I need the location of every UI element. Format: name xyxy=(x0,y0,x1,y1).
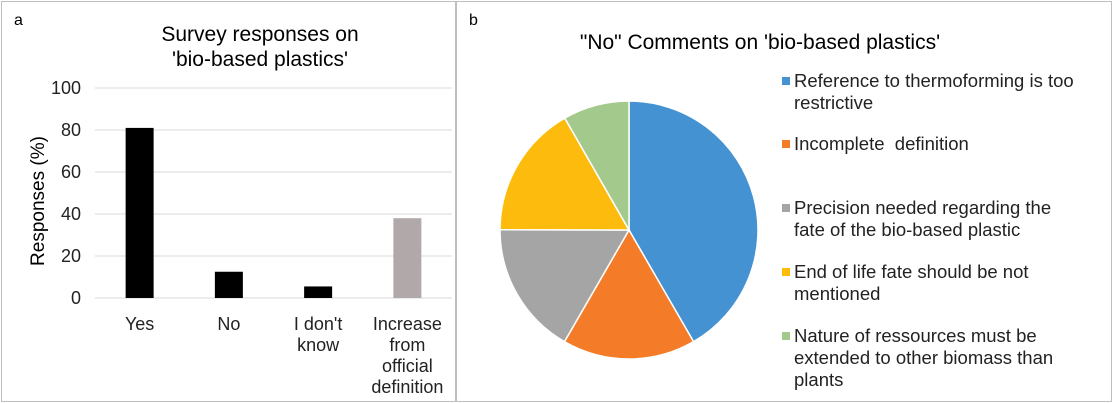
legend-label: plants xyxy=(794,369,844,390)
bar-x-tick-label: from xyxy=(389,335,425,355)
bar-y-tick-label: 100 xyxy=(51,78,81,98)
legend-swatch xyxy=(782,140,790,148)
bar-chart-title-line-2: 'bio-based plastics' xyxy=(171,48,349,71)
bar-0 xyxy=(125,127,154,299)
panel-a-label: a xyxy=(14,12,23,29)
bar-x-tick-label: Yes xyxy=(125,314,154,334)
pie-slice-0 xyxy=(628,100,759,343)
legend-label: Incomplete definition xyxy=(794,133,969,154)
panel-b-frame xyxy=(456,1,1112,402)
pie-slice-3 xyxy=(499,117,631,231)
bar-x-tick-label: official xyxy=(382,356,433,376)
legend-label: End of life fate should be not xyxy=(794,261,1029,282)
bar-3 xyxy=(393,218,422,298)
bar-y-tick-label: 40 xyxy=(61,204,81,224)
bar-x-tick-label: No xyxy=(217,314,240,334)
bar-gridlines xyxy=(95,87,452,299)
pie-chart-title: "No" Comments on 'bio-based plastics' xyxy=(579,31,941,54)
legend-label: Precision needed regarding the xyxy=(794,197,1052,218)
legend-swatch xyxy=(782,77,790,85)
bar-y-axis-label: Responses (%) xyxy=(28,136,49,266)
legend-label: restrictive xyxy=(794,92,874,113)
bar-marks xyxy=(125,127,422,299)
bar-y-tick-label: 60 xyxy=(61,162,81,182)
bar-1 xyxy=(214,271,243,298)
pie-slice-2 xyxy=(499,229,631,343)
legend-item: Reference to thermoforming is too restric… xyxy=(782,70,1109,114)
bar-y-tick-label: 80 xyxy=(61,120,81,140)
bar-x-tick-label: I don't xyxy=(294,314,342,334)
bar-x-tick-label: know xyxy=(297,335,340,355)
legend-item: End of life fate should be not mentioned xyxy=(782,261,1109,305)
bar-y-tick-label: 20 xyxy=(61,246,81,266)
legend-label: extended to other biomass than xyxy=(794,347,1054,368)
legend-swatch xyxy=(782,268,790,276)
bar-chart-title-line-1: Survey responses on xyxy=(161,23,359,46)
bar-x-tick-label: Increase xyxy=(373,314,442,334)
panel-a-frame xyxy=(1,1,456,402)
panel-b-label: b xyxy=(469,12,478,29)
legend-swatch xyxy=(782,204,790,212)
bar-x-tick-label: definition xyxy=(371,377,443,397)
legend-label: Reference to thermoforming is too xyxy=(794,70,1074,91)
legend-label: Nature of ressources must be xyxy=(794,325,1037,346)
pie-slices xyxy=(499,100,759,360)
legend-swatch xyxy=(782,332,790,340)
bar-2 xyxy=(304,286,333,298)
legend-label: mentioned xyxy=(794,283,881,304)
bar-y-ticks: 0 20 40 60 80 100 xyxy=(51,78,81,308)
pie-slice-4 xyxy=(563,100,630,233)
legend-item: Precision needed regarding the fate of th… xyxy=(782,197,1109,241)
legend-label: fate of the bio-based plastic xyxy=(794,219,1021,240)
legend-item: Nature of ressources must be extended to … xyxy=(782,325,1109,391)
legend-item: Incomplete definition xyxy=(782,133,1109,155)
bar-y-tick-label: 0 xyxy=(71,288,81,308)
bar-chart-title: Survey responses on 'bio-based plastics' xyxy=(100,22,420,72)
pie-slice-1 xyxy=(563,228,695,360)
